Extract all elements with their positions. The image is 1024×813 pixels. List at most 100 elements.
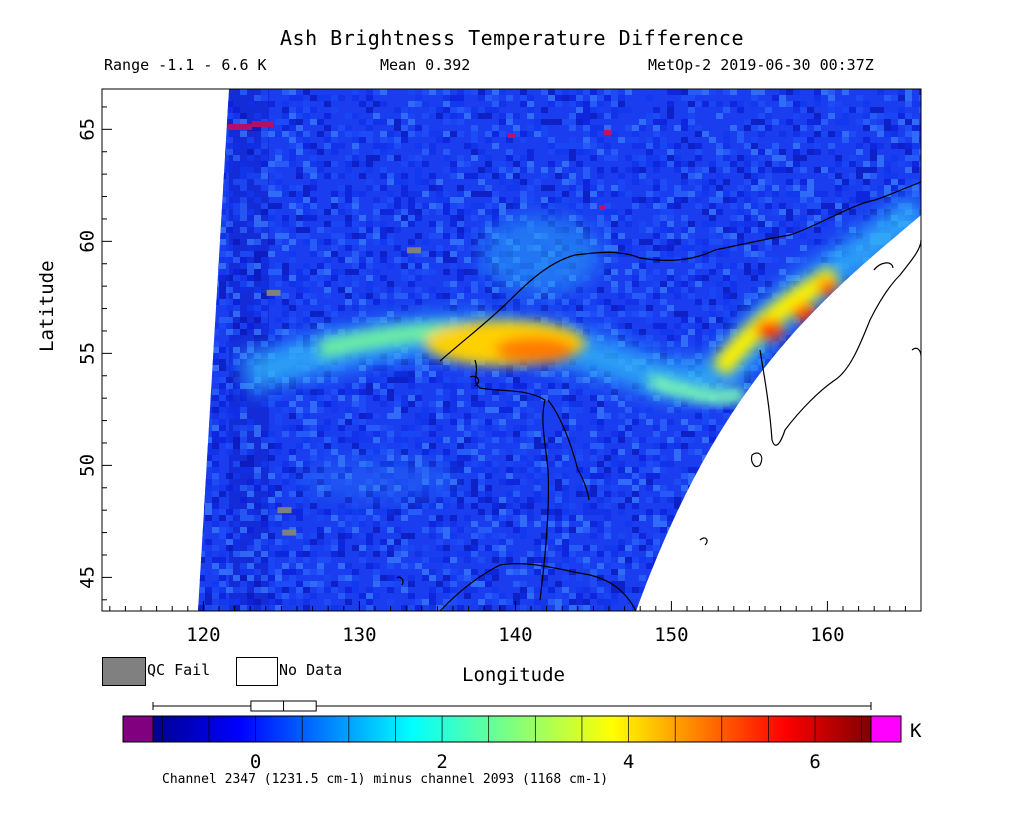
- data-pixel: [548, 185, 555, 191]
- data-pixel: [520, 449, 527, 455]
- data-pixel: [905, 515, 912, 521]
- data-pixel: [464, 587, 471, 593]
- data-pixel: [310, 143, 317, 149]
- data-pixel: [317, 533, 324, 539]
- data-pixel: [506, 377, 513, 383]
- data-pixel: [884, 335, 891, 341]
- data-pixel: [506, 119, 513, 125]
- data-pixel: [247, 551, 254, 557]
- data-pixel: [730, 101, 737, 107]
- data-pixel: [604, 605, 611, 611]
- data-pixel: [737, 215, 744, 221]
- data-pixel: [212, 581, 219, 587]
- data-pixel: [345, 161, 352, 167]
- data-pixel: [737, 551, 744, 557]
- data-pixel: [758, 581, 765, 587]
- data-pixel: [240, 425, 247, 431]
- data-pixel: [730, 431, 737, 437]
- data-pixel: [212, 443, 219, 449]
- data-pixel: [198, 119, 205, 125]
- data-pixel: [324, 455, 331, 461]
- data-pixel: [261, 533, 268, 539]
- data-pixel: [506, 605, 513, 611]
- data-pixel: [527, 317, 534, 323]
- data-pixel: [513, 161, 520, 167]
- data-pixel: [240, 113, 247, 119]
- data-pixel: [828, 167, 835, 173]
- data-pixel: [569, 215, 576, 221]
- data-pixel: [583, 119, 590, 125]
- data-pixel: [240, 389, 247, 395]
- data-pixel: [786, 599, 793, 605]
- data-pixel: [429, 401, 436, 407]
- data-pixel: [597, 401, 604, 407]
- data-pixel: [821, 581, 828, 587]
- data-pixel: [723, 605, 730, 611]
- data-pixel: [289, 491, 296, 497]
- data-pixel: [457, 443, 464, 449]
- data-pixel: [464, 449, 471, 455]
- data-pixel: [198, 197, 205, 203]
- data-pixel: [359, 413, 366, 419]
- data-pixel: [863, 509, 870, 515]
- data-pixel: [611, 95, 618, 101]
- data-pixel: [660, 467, 667, 473]
- data-pixel: [695, 185, 702, 191]
- data-pixel: [919, 251, 921, 257]
- data-pixel: [233, 275, 240, 281]
- data-pixel: [429, 131, 436, 137]
- data-pixel: [562, 299, 569, 305]
- data-pixel: [898, 293, 905, 299]
- data-pixel: [233, 461, 240, 467]
- data-pixel: [471, 395, 478, 401]
- data-pixel: [212, 527, 219, 533]
- data-pixel: [828, 113, 835, 119]
- data-pixel: [849, 317, 856, 323]
- data-pixel: [828, 557, 835, 563]
- data-pixel: [912, 497, 919, 503]
- data-pixel: [303, 113, 310, 119]
- data-pixel: [730, 527, 737, 533]
- data-pixel: [408, 203, 415, 209]
- data-pixel: [415, 275, 422, 281]
- data-pixel: [317, 509, 324, 515]
- data-pixel: [597, 599, 604, 605]
- data-pixel: [632, 143, 639, 149]
- data-pixel: [380, 539, 387, 545]
- data-pixel: [569, 593, 576, 599]
- data-pixel: [702, 299, 709, 305]
- data-pixel: [646, 143, 653, 149]
- data-pixel: [443, 491, 450, 497]
- data-pixel: [492, 461, 499, 467]
- data-pixel: [877, 113, 884, 119]
- data-pixel: [541, 455, 548, 461]
- data-pixel: [261, 341, 268, 347]
- data-pixel: [863, 167, 870, 173]
- data-pixel: [730, 593, 737, 599]
- data-pixel: [212, 269, 219, 275]
- data-pixel: [632, 155, 639, 161]
- data-pixel: [870, 473, 877, 479]
- data-pixel: [296, 113, 303, 119]
- data-pixel: [891, 557, 898, 563]
- data-pixel: [226, 323, 233, 329]
- data-pixel: [807, 563, 814, 569]
- data-pixel: [779, 155, 786, 161]
- data-pixel: [408, 293, 415, 299]
- data-pixel: [702, 461, 709, 467]
- data-pixel: [653, 431, 660, 437]
- data-pixel: [674, 191, 681, 197]
- data-pixel: [394, 437, 401, 443]
- data-pixel: [800, 107, 807, 113]
- data-pixel: [520, 89, 527, 95]
- data-pixel: [373, 551, 380, 557]
- data-pixel: [345, 269, 352, 275]
- data-pixel: [198, 527, 205, 533]
- data-pixel: [793, 449, 800, 455]
- data-pixel: [240, 257, 247, 263]
- data-pixel: [618, 335, 625, 341]
- data-pixel: [338, 527, 345, 533]
- data-pixel: [709, 269, 716, 275]
- data-pixel: [632, 605, 639, 611]
- data-pixel: [870, 323, 877, 329]
